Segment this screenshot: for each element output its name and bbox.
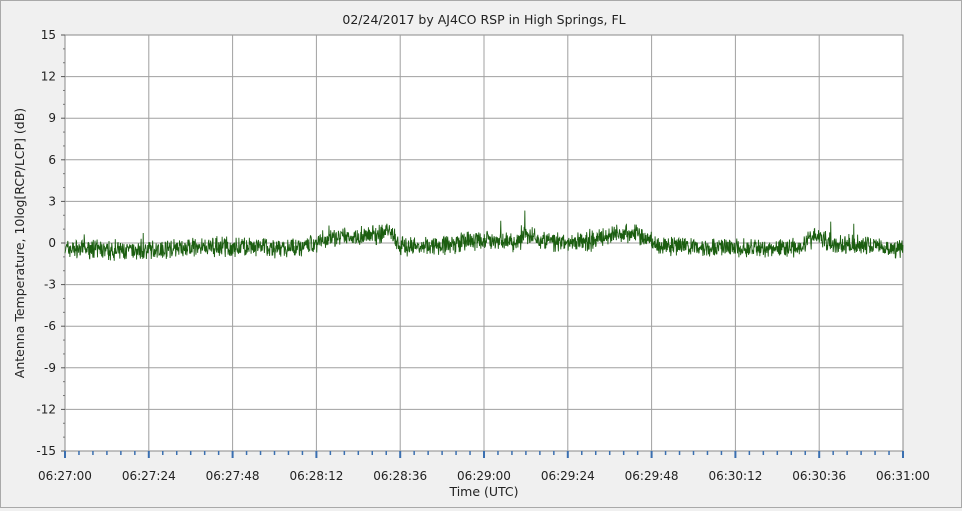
chart-title: 02/24/2017 by AJ4CO RSP in High Springs,…	[342, 12, 625, 27]
x-tick-label: 06:29:48	[625, 469, 679, 483]
y-tick-label: -12	[36, 402, 56, 416]
x-tick-label: 06:27:48	[206, 469, 260, 483]
x-tick-label: 06:28:12	[289, 469, 343, 483]
series-layer	[64, 210, 904, 261]
x-tick-label: 06:29:00	[457, 469, 511, 483]
y-tick-label: 15	[41, 28, 56, 42]
x-tick-label: 06:31:00	[876, 469, 930, 483]
y-tick-label: 12	[41, 70, 56, 84]
x-tick-label: 06:27:00	[38, 469, 92, 483]
series-line	[64, 210, 904, 261]
y-axis: 15 12 9 6 3 0 -3 -6 -9 -12 -15	[36, 28, 65, 458]
y-tick-label: -3	[44, 278, 56, 292]
x-tick-label: 06:29:24	[541, 469, 595, 483]
x-tick-label: 06:30:12	[708, 469, 762, 483]
x-tick-label: 06:30:36	[792, 469, 846, 483]
y-tick-label: 9	[48, 111, 56, 125]
x-axis-label: Time (UTC)	[448, 484, 518, 499]
y-tick-label: 3	[48, 194, 56, 208]
x-axis: 06:27:00 06:27:24 06:27:48 06:28:12 06:28:36…	[38, 451, 930, 483]
y-tick-label: 6	[48, 153, 56, 167]
y-tick-label: -9	[44, 361, 56, 375]
x-tick-label: 06:27:24	[122, 469, 176, 483]
y-axis-label: Antenna Temperature, 10log[RCP/LCP] (dB)	[12, 108, 27, 378]
y-tick-label: 0	[48, 236, 56, 250]
y-tick-label: -6	[44, 319, 56, 333]
y-tick-label: -15	[36, 444, 56, 458]
x-tick-label: 06:28:36	[373, 469, 427, 483]
